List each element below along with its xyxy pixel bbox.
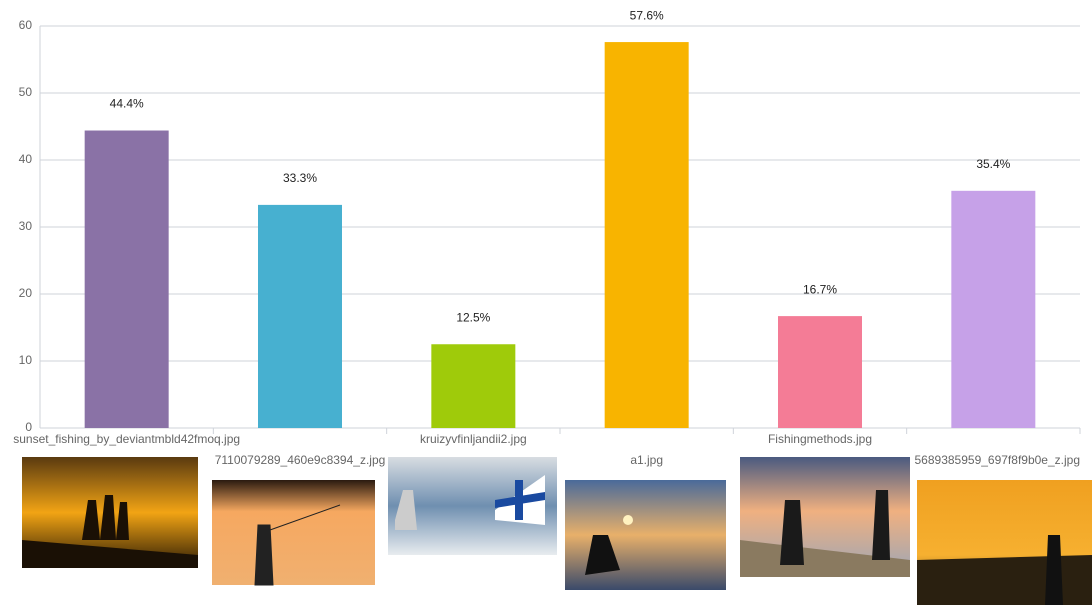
value-label: 35.4% <box>976 157 1010 171</box>
y-tick-label: 60 <box>19 18 33 32</box>
bar <box>84 130 169 428</box>
y-tick-label: 30 <box>19 219 33 233</box>
y-tick-label: 10 <box>19 353 33 367</box>
bar <box>951 190 1036 428</box>
x-tick-label: kruizyvfinljandii2.jpg <box>420 432 527 446</box>
thumbnails <box>22 457 1092 605</box>
y-tick-label: 50 <box>19 85 33 99</box>
y-tick-label: 40 <box>19 152 33 166</box>
value-label: 44.4% <box>110 97 144 111</box>
x-tick-label: Fishingmethods.jpg <box>768 432 872 446</box>
x-tick-label: a1.jpg <box>630 453 663 467</box>
y-tick-label: 0 <box>25 420 32 434</box>
x-tick-label: sunset_fishing_by_deviantmbld42fmoq.jpg <box>13 432 240 446</box>
bar <box>431 344 516 428</box>
value-label: 33.3% <box>283 171 317 185</box>
value-label: 57.6% <box>630 8 664 22</box>
x-tick-label: 7110079289_460e9c8394_z.jpg <box>215 453 386 467</box>
bar <box>778 316 862 428</box>
bar <box>258 204 342 428</box>
bar <box>604 42 689 429</box>
value-label: 12.5% <box>456 310 490 324</box>
y-tick-label: 20 <box>19 286 33 300</box>
x-tick-label: 5689385959_697f8f9b0e_z.jpg <box>915 453 1081 467</box>
value-label: 16.7% <box>803 282 837 296</box>
thumbnail <box>212 480 375 585</box>
